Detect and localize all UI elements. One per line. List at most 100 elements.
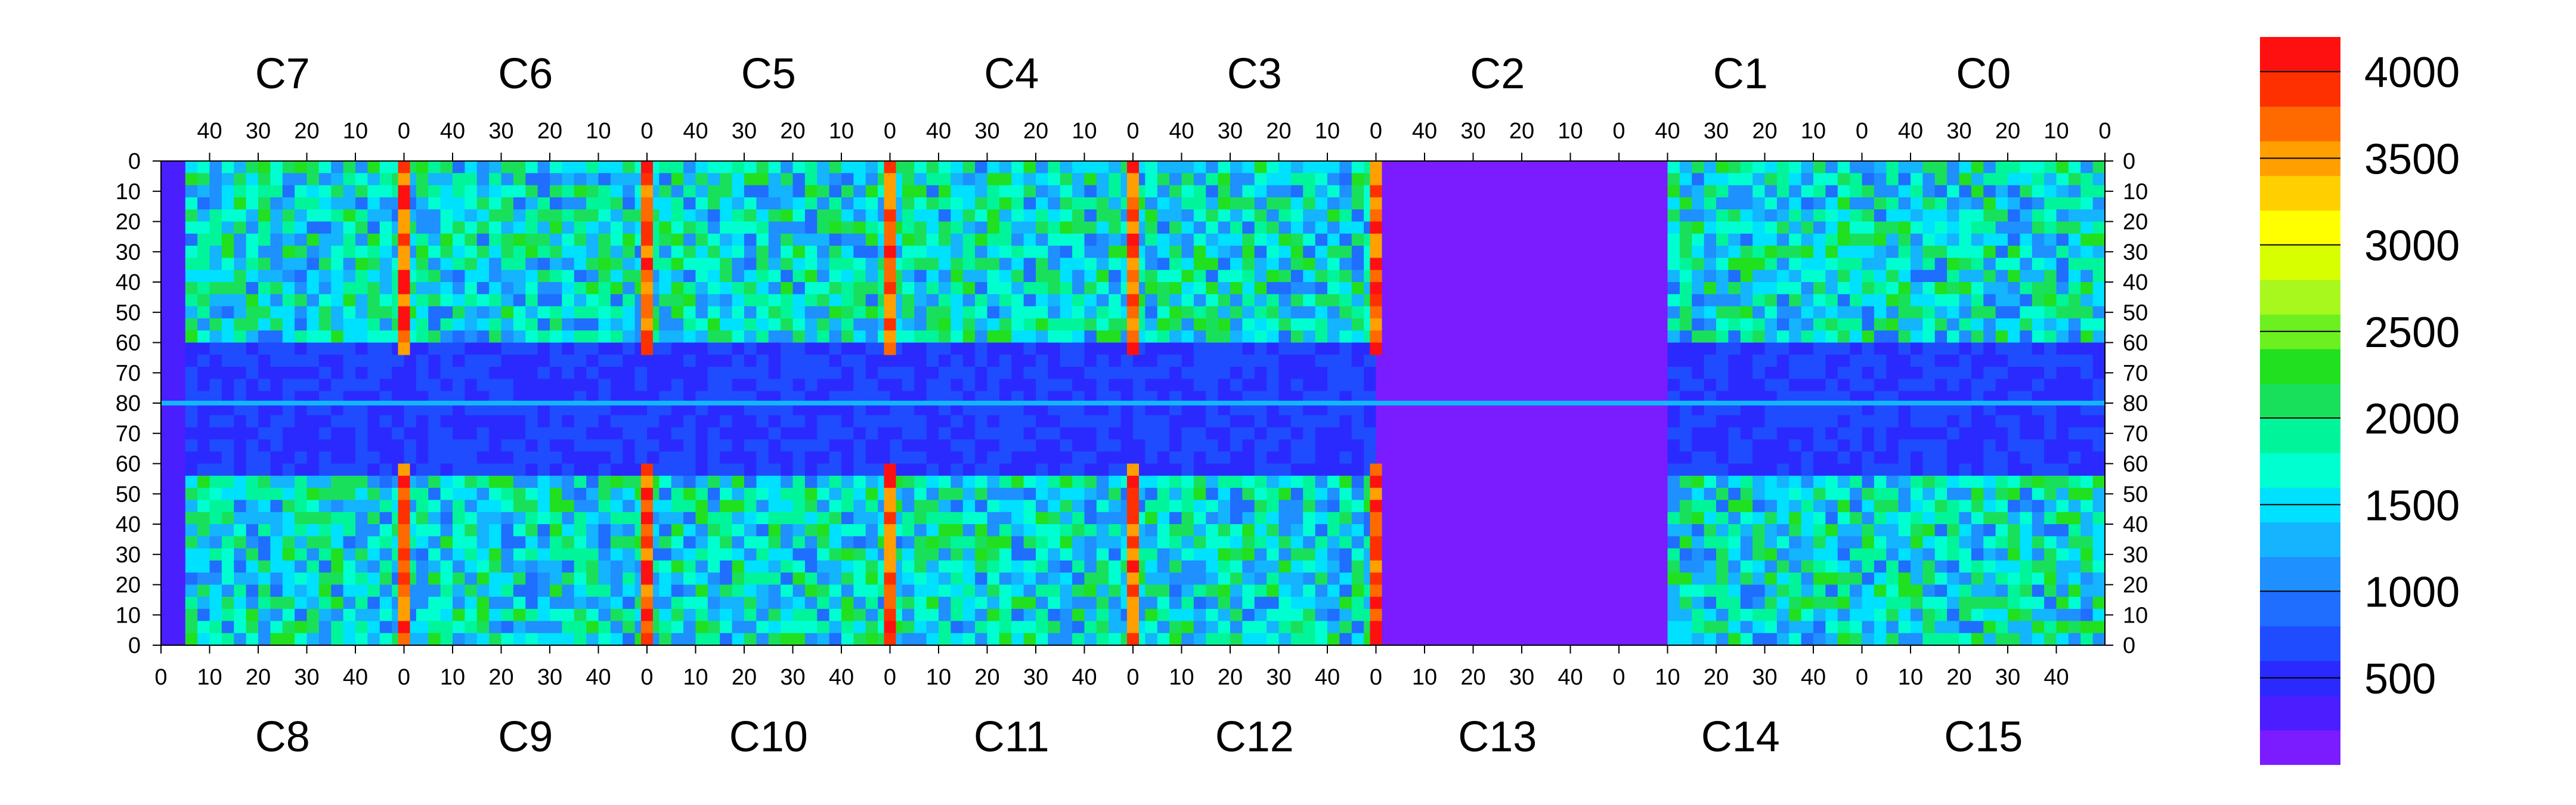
heatmap-cell [331, 318, 344, 331]
heatmap-cell [598, 512, 611, 525]
heatmap-cell [379, 439, 392, 452]
heatmap-cell [1218, 451, 1231, 465]
heatmap-cell [1267, 270, 1280, 283]
heatmap-cell [732, 584, 745, 597]
heatmap-cell [962, 221, 976, 234]
heatmap-cell [416, 572, 429, 586]
heatmap-cell [1339, 197, 1352, 210]
heatmap-cell [1327, 621, 1340, 634]
heatmap-cell [1351, 306, 1364, 319]
heatmap-cell [1230, 318, 1243, 331]
heatmap-cell [1546, 463, 1559, 476]
heatmap-cell [817, 246, 830, 258]
heatmap-cell [295, 354, 308, 367]
heatmap-cell [1582, 536, 1595, 549]
heatmap-cell [707, 536, 720, 549]
heatmap-cell [562, 500, 575, 513]
heatmap-cell [817, 475, 830, 488]
heatmap-cell [914, 524, 927, 537]
heatmap-cell [1290, 524, 1304, 537]
heatmap-cell [1485, 282, 1498, 295]
heatmap-cell [1582, 463, 1595, 476]
heatmap-cell [1351, 463, 1364, 476]
heatmap-cell [1303, 354, 1316, 367]
heatmap-cell [586, 427, 599, 440]
heatmap-cell [537, 451, 550, 465]
heatmap-cell [1218, 209, 1231, 222]
heatmap-cell [1497, 282, 1510, 295]
heatmap-cell [1267, 209, 1280, 222]
heatmap-cell [1011, 415, 1024, 428]
heatmap-cell [513, 367, 526, 379]
heatmap-cell [221, 233, 234, 246]
heatmap-cell [1242, 584, 1255, 597]
heatmap-cell [586, 475, 599, 488]
heatmap-cell [513, 536, 526, 549]
heatmap-cell [270, 536, 283, 549]
heatmap-cell [1619, 439, 1631, 452]
heatmap-cell [1631, 173, 1644, 186]
heatmap-cell [1023, 161, 1036, 174]
heatmap-cell [841, 270, 854, 283]
heatmap-cell [197, 439, 210, 452]
heatmap-cell [1218, 282, 1231, 295]
heatmap-cell [453, 609, 465, 621]
heatmap-cell [586, 354, 599, 367]
heatmap-cell [659, 584, 672, 597]
heatmap-cell [744, 221, 757, 234]
heatmap-cell [1606, 633, 1620, 645]
heatmap-cell [525, 475, 538, 488]
heatmap-cell [185, 161, 198, 174]
heatmap-cell [1023, 246, 1036, 258]
heatmap-cell [428, 524, 441, 537]
heatmap-cell [318, 463, 332, 476]
heatmap-cell [853, 500, 866, 513]
heatmap-cell [1060, 403, 1073, 416]
heatmap-cell [295, 258, 308, 271]
heatmap-cell [1570, 173, 1583, 186]
heatmap-cell [926, 270, 939, 283]
heatmap-cell [331, 403, 344, 416]
heatmap-cell [501, 209, 514, 222]
heatmap-cell [489, 270, 502, 283]
heatmap-cell [939, 560, 951, 573]
heatmap-cell [1169, 342, 1182, 355]
heatmap-cell [161, 609, 174, 621]
heatmap-cell [707, 609, 720, 621]
heatmap-cell [1048, 185, 1061, 198]
heatmap-cell [1582, 391, 1595, 404]
heatmap-cell [1084, 354, 1097, 367]
heatmap-cell [1436, 270, 1450, 283]
heatmap-cell [234, 354, 247, 367]
heatmap-cell [878, 451, 891, 465]
heatmap-cell [1522, 367, 1534, 379]
heatmap-cell [1315, 427, 1328, 440]
heatmap-cell [1096, 439, 1109, 452]
heatmap-cell [1606, 379, 1620, 392]
heatmap-cell [1388, 161, 1401, 174]
heatmap-cell [1643, 330, 1656, 343]
heatmap-cell [975, 221, 988, 234]
heatmap-cell [453, 294, 465, 307]
heatmap-cell [1473, 403, 1486, 416]
heatmap-cell [1425, 524, 1437, 537]
heatmap-cell [781, 415, 794, 428]
heatmap-cell [975, 548, 988, 561]
heatmap-cell [562, 209, 575, 222]
heatmap-cell [1388, 221, 1401, 234]
heatmap-cell [1011, 318, 1024, 331]
heatmap-cell [1242, 524, 1255, 537]
heatmap-cell [1060, 488, 1073, 500]
heatmap-cell [720, 185, 733, 198]
heatmap-cell [744, 294, 757, 307]
heatmap-cell [343, 609, 356, 621]
heatmap-cell [1655, 282, 1668, 295]
heatmap-cell [1425, 185, 1437, 198]
heatmap-cell [926, 548, 939, 561]
heatmap-cell [792, 282, 806, 295]
heatmap-cell [306, 439, 320, 452]
heatmap-cell [781, 294, 794, 307]
heatmap-cell [1643, 439, 1656, 452]
heatmap-cell [1181, 233, 1194, 246]
heatmap-cell [1606, 246, 1620, 258]
